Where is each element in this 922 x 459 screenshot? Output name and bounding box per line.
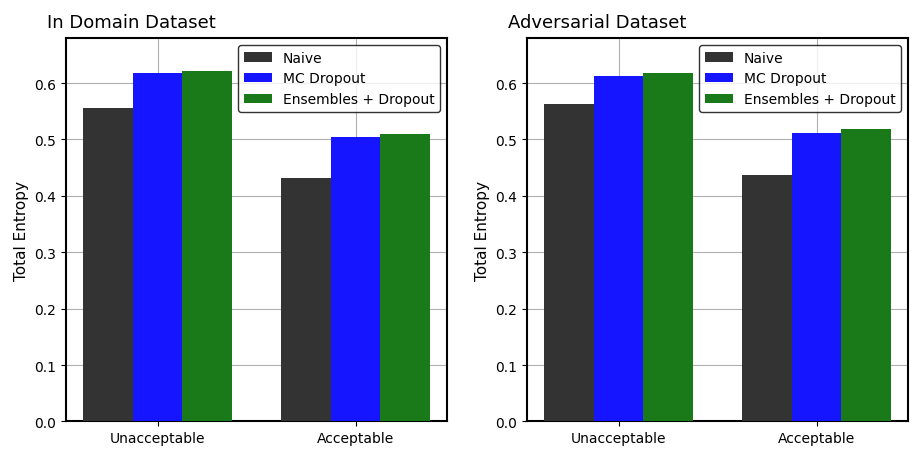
- Bar: [594, 77, 644, 421]
- Bar: [331, 137, 380, 421]
- Y-axis label: Total Entropy: Total Entropy: [475, 180, 490, 280]
- Bar: [792, 134, 841, 421]
- Y-axis label: Total Entropy: Total Entropy: [14, 180, 29, 280]
- Legend: Naive, MC Dropout, Ensembles + Dropout: Naive, MC Dropout, Ensembles + Dropout: [239, 46, 440, 113]
- Bar: [133, 74, 183, 421]
- Bar: [84, 109, 133, 421]
- Legend: Naive, MC Dropout, Ensembles + Dropout: Naive, MC Dropout, Ensembles + Dropout: [700, 46, 901, 113]
- Text: In Domain Dataset: In Domain Dataset: [47, 14, 216, 32]
- Bar: [183, 72, 232, 421]
- Bar: [644, 74, 693, 421]
- Bar: [841, 130, 891, 421]
- Bar: [281, 179, 331, 421]
- Text: Adversarial Dataset: Adversarial Dataset: [508, 14, 687, 32]
- Bar: [380, 134, 430, 421]
- Bar: [545, 105, 594, 421]
- Bar: [742, 176, 792, 421]
